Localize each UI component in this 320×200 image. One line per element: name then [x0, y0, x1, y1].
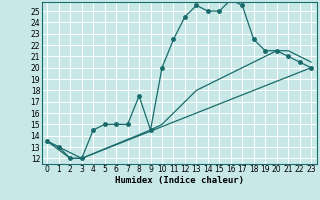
X-axis label: Humidex (Indice chaleur): Humidex (Indice chaleur) — [115, 176, 244, 185]
